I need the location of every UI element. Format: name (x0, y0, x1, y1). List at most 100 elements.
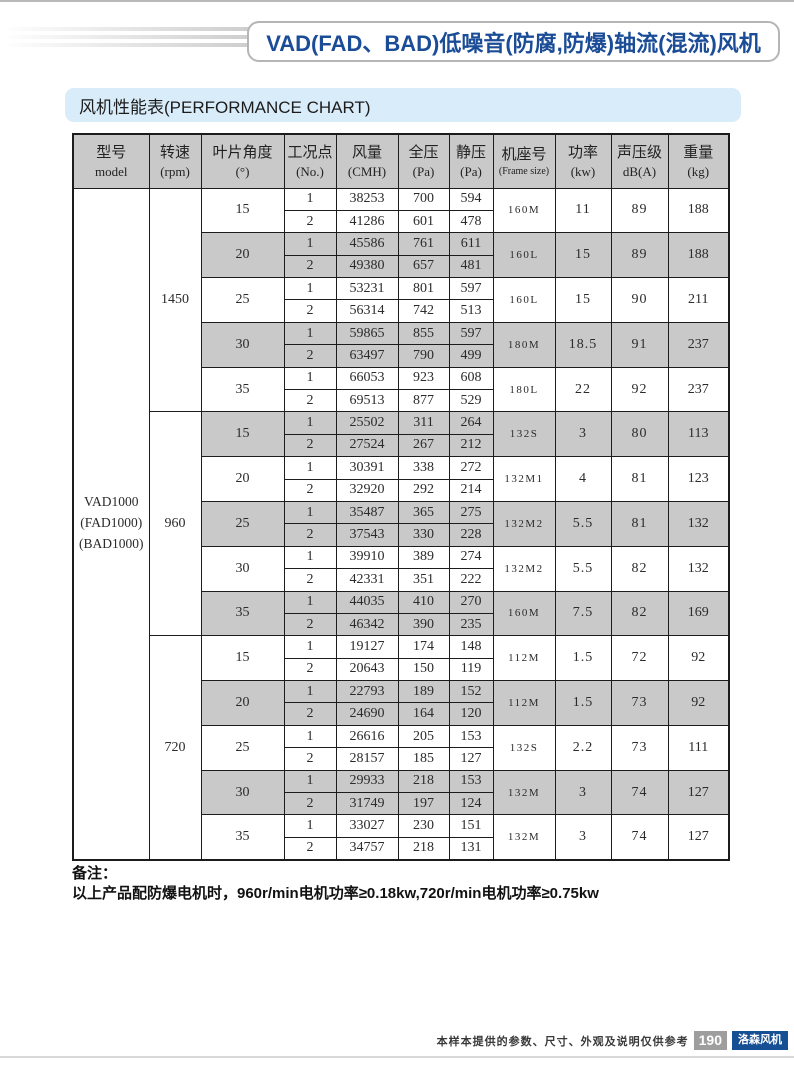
total-pressure-cell: 197 (397, 792, 450, 816)
power-cell: 1.5 (554, 635, 612, 682)
weight-cell: 132 (667, 500, 730, 547)
static-pressure-cell: 212 (448, 433, 494, 458)
operating-point-cell: 1 (283, 187, 337, 211)
operating-point-cell: 2 (283, 523, 337, 547)
table-row: 30 1 59865 855 597 180M 18.5 91 237 (73, 321, 730, 368)
frame-size-cell: 180L (492, 366, 556, 413)
frame-size-cell: 160L (492, 277, 556, 323)
blade-angle-cell: 30 (200, 769, 285, 816)
airflow-cell: 27524 (335, 433, 399, 458)
notes-label: 备注： (72, 865, 118, 882)
table-row: 25 1 35487 365 275 132M2 5.5 81 132 (73, 500, 730, 547)
table-row: 2 69513 877 529 (73, 389, 729, 413)
sound-level-cell: 81 (610, 456, 669, 502)
column-header-10: 重量 (kg) (667, 133, 730, 189)
table-row: 30 1 29933 218 153 132M 3 74 127 (73, 769, 730, 816)
total-pressure-cell: 351 (397, 568, 450, 592)
weight-cell: 92 (667, 635, 730, 682)
static-pressure-cell: 131 (448, 836, 494, 861)
total-pressure-cell: 189 (397, 680, 450, 704)
blade-angle-cell: 25 (200, 277, 285, 323)
page-title: VAD(FAD、BAD)低噪音(防腐,防爆)轴流(混流)风机 (266, 30, 761, 56)
operating-point-cell: 2 (283, 702, 337, 726)
operating-point-cell: 1 (283, 277, 337, 301)
operating-point-cell: 1 (283, 635, 337, 659)
table-header-row: 型号 model 转速 (rpm) 叶片角度 (°) 工况点 (No.) 风量 (CMH) 全压 (P… (72, 133, 730, 189)
table-row: 2 31749 197 124 (73, 792, 729, 816)
sound-level-cell: 90 (610, 277, 669, 323)
total-pressure-cell: 174 (397, 635, 450, 659)
operating-point-cell: 2 (283, 612, 337, 637)
total-pressure-cell: 390 (397, 612, 450, 637)
operating-point-cell: 1 (283, 411, 337, 435)
total-pressure-cell: 185 (397, 747, 450, 771)
total-pressure-cell: 267 (397, 433, 450, 458)
power-cell: 4 (554, 456, 612, 502)
table-row: 35 1 66053 923 608 180L 22 92 237 (73, 366, 730, 413)
airflow-cell: 20643 (335, 657, 399, 682)
operating-point-cell: 2 (283, 299, 337, 323)
airflow-cell: 28157 (335, 747, 399, 771)
airflow-cell: 35487 (335, 500, 399, 525)
table-row: 2 20643 150 119 (73, 657, 729, 682)
section-title: 风机性能表(PERFORMANCE CHART) (79, 97, 371, 117)
frame-size-cell: 112M (492, 680, 556, 726)
operating-point-cell: 1 (283, 321, 337, 346)
blade-angle-cell: 30 (200, 321, 285, 368)
total-pressure-cell: 657 (397, 254, 450, 279)
table-row: 20 1 22793 189 152 112M 1.5 73 92 (73, 680, 730, 726)
frame-size-cell: 132M1 (492, 456, 556, 502)
static-pressure-cell: 127 (448, 747, 494, 771)
sound-level-cell: 92 (610, 366, 669, 413)
weight-cell: 169 (667, 590, 730, 637)
operating-point-cell: 1 (283, 500, 337, 525)
sound-level-cell: 89 (610, 232, 669, 279)
model-cell: VAD1000 (FAD1000) (BAD1000) (72, 187, 150, 861)
total-pressure-cell: 855 (397, 321, 450, 346)
total-pressure-cell: 923 (397, 366, 450, 391)
airflow-cell: 41286 (335, 209, 399, 234)
airflow-cell: 49380 (335, 254, 399, 279)
column-header-7: 机座号 (Frame size) (492, 133, 556, 189)
static-pressure-cell: 119 (448, 657, 494, 682)
total-pressure-cell: 330 (397, 523, 450, 547)
weight-cell: 111 (667, 724, 730, 771)
static-pressure-cell: 608 (448, 366, 494, 391)
sound-level-cell: 81 (610, 500, 669, 547)
performance-table: 型号 model 转速 (rpm) 叶片角度 (°) 工况点 (No.) 风量 (CMH) 全压 (P… (72, 133, 730, 861)
total-pressure-cell: 292 (397, 478, 450, 502)
airflow-cell: 26616 (335, 724, 399, 749)
operating-point-cell: 2 (283, 478, 337, 502)
sound-level-cell: 91 (610, 321, 669, 368)
table-row: 2 27524 267 212 (73, 433, 729, 458)
power-cell: 5.5 (554, 500, 612, 547)
operating-point-cell: 2 (283, 344, 337, 368)
total-pressure-cell: 601 (397, 209, 450, 234)
total-pressure-cell: 230 (397, 814, 450, 838)
header-stripe (0, 27, 252, 31)
table-row: 2 37543 330 228 (73, 523, 729, 547)
static-pressure-cell: 120 (448, 702, 494, 726)
weight-cell: 132 (667, 545, 730, 592)
header-stripe (0, 35, 252, 39)
power-cell: 1.5 (554, 680, 612, 726)
airflow-cell: 32920 (335, 478, 399, 502)
static-pressure-cell: 499 (448, 344, 494, 368)
frame-size-cell: 160M (492, 590, 556, 637)
static-pressure-cell: 235 (448, 612, 494, 637)
airflow-cell: 34757 (335, 836, 399, 861)
table-row: 2 49380 657 481 (73, 254, 729, 279)
power-cell: 22 (554, 366, 612, 413)
power-cell: 2.2 (554, 724, 612, 771)
static-pressure-cell: 478 (448, 209, 494, 234)
table-row: 20 1 30391 338 272 132M1 4 81 123 (73, 456, 730, 502)
table-row: 25 1 26616 205 153 132S 2.2 73 111 (73, 724, 730, 771)
blade-angle-cell: 35 (200, 814, 285, 861)
operating-point-cell: 2 (283, 836, 337, 861)
blade-angle-cell: 20 (200, 680, 285, 726)
total-pressure-cell: 790 (397, 344, 450, 368)
page-title-box: VAD(FAD、BAD)低噪音(防腐,防爆)轴流(混流)风机 (247, 21, 780, 62)
static-pressure-cell: 151 (448, 814, 494, 838)
static-pressure-cell: 272 (448, 456, 494, 480)
total-pressure-cell: 410 (397, 590, 450, 614)
